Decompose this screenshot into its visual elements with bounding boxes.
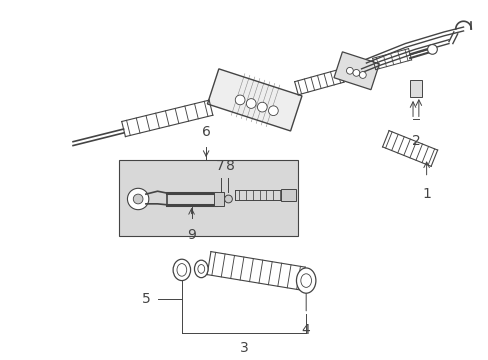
Text: 1: 1 xyxy=(421,187,430,201)
Text: 4: 4 xyxy=(301,323,310,337)
Text: 2: 2 xyxy=(411,134,420,148)
Circle shape xyxy=(257,102,266,112)
Circle shape xyxy=(427,45,436,54)
Polygon shape xyxy=(409,80,421,97)
Polygon shape xyxy=(207,69,302,131)
Ellipse shape xyxy=(173,259,190,280)
Circle shape xyxy=(246,99,256,108)
Ellipse shape xyxy=(198,265,204,273)
Text: 3: 3 xyxy=(239,341,248,355)
Ellipse shape xyxy=(300,274,311,287)
Bar xyxy=(119,160,298,236)
Circle shape xyxy=(235,95,244,105)
Text: 8: 8 xyxy=(225,159,234,173)
Ellipse shape xyxy=(177,264,186,276)
Circle shape xyxy=(359,72,366,78)
Polygon shape xyxy=(281,189,295,201)
Ellipse shape xyxy=(194,260,208,278)
Text: 6: 6 xyxy=(201,125,210,139)
Text: 9: 9 xyxy=(187,228,196,242)
Circle shape xyxy=(268,106,278,116)
Circle shape xyxy=(352,69,359,76)
Circle shape xyxy=(346,67,352,74)
Text: 7: 7 xyxy=(216,159,224,173)
Polygon shape xyxy=(213,192,223,206)
Circle shape xyxy=(224,195,232,203)
Circle shape xyxy=(133,194,142,204)
Text: 5: 5 xyxy=(142,292,150,306)
Circle shape xyxy=(127,188,148,210)
Polygon shape xyxy=(333,52,379,90)
Ellipse shape xyxy=(296,268,315,293)
